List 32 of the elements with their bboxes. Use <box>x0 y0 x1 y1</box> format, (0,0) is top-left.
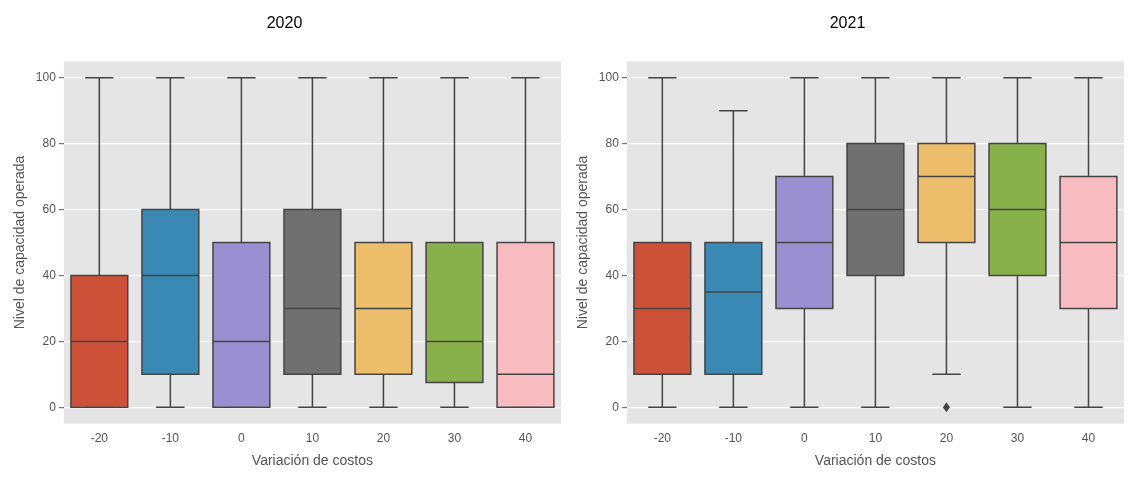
x-tick-label: 20 <box>939 431 954 446</box>
y-tick-label: 100 <box>35 69 57 84</box>
y-tick-label: 40 <box>42 267 57 282</box>
chart-title: 2020 <box>266 14 303 32</box>
x-axis-title: Variación de costos <box>251 452 373 469</box>
y-tick-label: 0 <box>49 399 57 414</box>
x-tick-label: -10 <box>724 431 743 446</box>
x-tick-label: 0 <box>238 431 246 446</box>
x-tick-label: 10 <box>305 431 320 446</box>
x-axis-title: Variación de costos <box>814 452 936 469</box>
x-tick-label: 40 <box>518 431 533 446</box>
x-tick-label: 10 <box>868 431 883 446</box>
y-tick-label: 20 <box>42 333 57 348</box>
x-tick-label: 0 <box>801 431 809 446</box>
y-tick-label: 40 <box>605 267 620 282</box>
x-tick-label: -20 <box>653 431 672 446</box>
x-tick-label: -10 <box>161 431 180 446</box>
y-tick-label: 60 <box>605 201 620 216</box>
chart-title: 2021 <box>829 14 866 32</box>
y-tick-label: 0 <box>612 399 620 414</box>
x-tick-label: 30 <box>1010 431 1025 446</box>
y-tick-label: 60 <box>42 201 57 216</box>
x-tick-label: -20 <box>90 431 109 446</box>
x-tick-label: 30 <box>447 431 462 446</box>
x-tick-label: 40 <box>1081 431 1096 446</box>
y-axis-title: Nivel de capacidad operada <box>574 155 591 330</box>
y-tick-label: 100 <box>598 69 620 84</box>
y-tick-label: 80 <box>605 135 620 150</box>
y-tick-label: 80 <box>42 135 57 150</box>
x-tick-label: 20 <box>376 431 391 446</box>
y-axis-title: Nivel de capacidad operada <box>11 155 28 330</box>
y-tick-label: 20 <box>605 333 620 348</box>
